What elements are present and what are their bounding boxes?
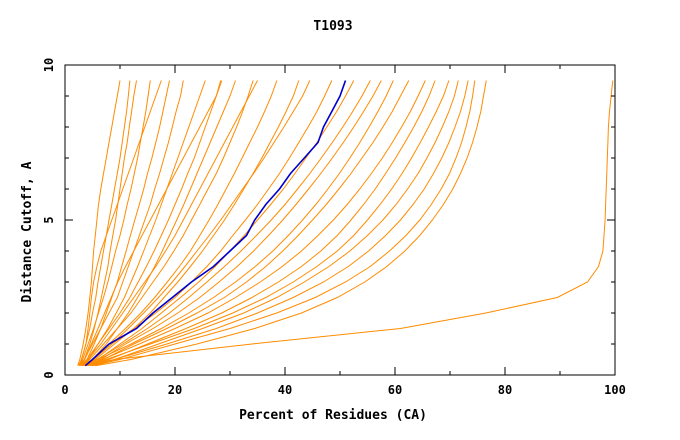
- x-axis-label: Percent of Residues (CA): [239, 408, 427, 423]
- model-curve-4: [81, 80, 170, 367]
- model-curve-28: [79, 80, 223, 366]
- model-curve-12: [81, 80, 333, 367]
- model-curve-18: [85, 80, 426, 367]
- x-tick-label: 80: [498, 383, 512, 397]
- model-curve-11: [84, 80, 300, 367]
- y-tick-label: 5: [42, 216, 56, 223]
- model-curve-5: [78, 80, 184, 367]
- model-curve-25: [92, 80, 614, 367]
- model-curve-13: [85, 80, 355, 367]
- x-tick-label: 20: [168, 383, 182, 397]
- x-tick-label: 60: [388, 383, 402, 397]
- x-tick-label: 40: [278, 383, 292, 397]
- model-curve-30: [83, 80, 311, 367]
- model-curve-7: [80, 80, 222, 367]
- ticks-layer: 0 20 40 60 80 100 0 5 10: [42, 58, 626, 397]
- model-curve-17: [87, 80, 410, 367]
- model-curve-21: [91, 80, 459, 367]
- model-curve-9: [81, 80, 254, 367]
- model-curve-26: [77, 80, 121, 366]
- series-layer: [77, 80, 614, 367]
- x-tick-label: 0: [61, 383, 68, 397]
- model-curve-22: [87, 80, 469, 367]
- highlight-layer: [84, 80, 347, 367]
- model-curve-19: [89, 80, 436, 367]
- highlight-curve: [84, 80, 347, 367]
- model-curve-29: [81, 80, 258, 367]
- model-curve-23: [92, 80, 476, 367]
- model-curve-16: [82, 80, 394, 367]
- y-tick-label: 10: [42, 58, 56, 72]
- model-curve-15: [86, 80, 382, 367]
- y-axis-label: Distance Cutoff, A: [20, 161, 35, 302]
- model-curve-27: [78, 80, 162, 366]
- model-curve-6: [82, 80, 206, 367]
- model-curve-1: [78, 80, 131, 366]
- model-curve-10: [82, 80, 278, 367]
- y-tick-label: 0: [42, 371, 56, 378]
- model-curve-20: [86, 80, 450, 367]
- model-curve-3: [78, 80, 151, 366]
- model-curve-14: [84, 80, 371, 367]
- model-curve-24: [95, 80, 487, 367]
- x-tick-label: 100: [604, 383, 626, 397]
- chart-title: T1093: [313, 19, 352, 34]
